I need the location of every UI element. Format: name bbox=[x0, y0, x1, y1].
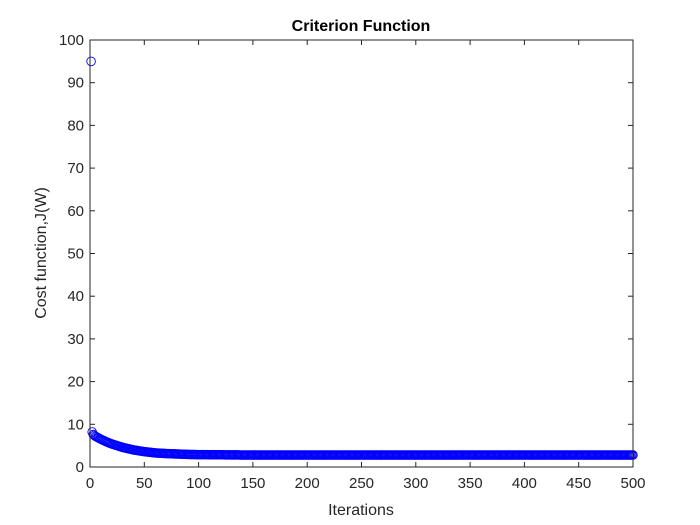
x-tick-label: 150 bbox=[240, 475, 265, 492]
y-tick-label: 60 bbox=[67, 203, 84, 220]
x-tick-label: 0 bbox=[86, 475, 94, 492]
y-tick-label: 10 bbox=[67, 416, 84, 433]
plot-area bbox=[90, 40, 633, 467]
y-tick-label: 40 bbox=[67, 288, 84, 305]
tick-labels: 0 50 100 150 200 250 300 350 400 450 500 0 10 20 30 40 5… bbox=[59, 32, 646, 492]
y-tick-label: 50 bbox=[67, 246, 84, 263]
x-tick-label: 300 bbox=[403, 475, 428, 492]
x-tick-label: 350 bbox=[458, 475, 483, 492]
x-tick-label: 50 bbox=[136, 475, 153, 492]
y-tick-label: 0 bbox=[76, 459, 84, 476]
y-tick-label: 80 bbox=[67, 117, 84, 134]
y-tick-label: 100 bbox=[59, 32, 84, 49]
x-tick-label: 500 bbox=[620, 475, 645, 492]
x-tick-label: 450 bbox=[566, 475, 591, 492]
x-tick-label: 100 bbox=[186, 475, 211, 492]
y-tick-label: 20 bbox=[67, 374, 84, 391]
y-tick-label: 30 bbox=[67, 331, 84, 348]
y-tick-label: 70 bbox=[67, 160, 84, 177]
x-tick-label: 250 bbox=[349, 475, 374, 492]
data-point bbox=[86, 56, 96, 67]
x-tick-label: 200 bbox=[295, 475, 320, 492]
y-tick-label: 90 bbox=[67, 75, 84, 92]
x-axis-label: Iterations bbox=[328, 502, 394, 519]
data-markers bbox=[86, 56, 638, 460]
axis-ticks bbox=[89, 39, 634, 468]
chart-title: Criterion Function bbox=[292, 18, 431, 35]
x-tick-label: 400 bbox=[512, 475, 537, 492]
y-axis-label: Cost function,J(W) bbox=[33, 187, 50, 319]
